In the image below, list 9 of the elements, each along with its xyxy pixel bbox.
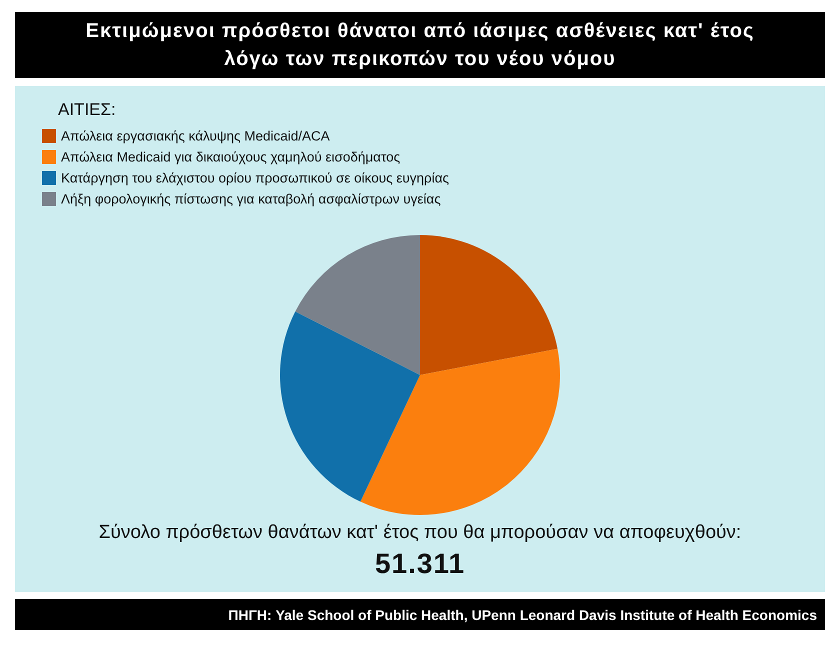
legend-label: Απώλεια εργασιακής κάλυψης Medicaid/ACA [61,128,330,144]
text: ΠΗΓΗ: Yale School of Public Health, UPenn Leonard Davis Institute of Health Economics [15,599,825,630]
text: Σύνολο πρόσθετων θανάτων κατ' έτος που θα μπορούσαν να αποφευχθούν: [98,522,742,544]
legend-title: ΑΙΤΙΕΣ: [58,100,116,119]
legend-label: Απώλεια Medicaid για δικαιούχους χαμηλού εισοδήματος [61,150,401,164]
legend-label: Κατάργηση του ελάχιστου ορίου προσωπικού σε οίκους ευγηρίας [61,170,450,186]
legend-label: Λήξη φορολογικής πίστωσης για καταβολή ασφαλίστρων υγείας [61,192,442,206]
chart-title: Εκτιμώμενοι πρόσθετοι θάνατοι από ιάσιμες ασθένειες κατ' έτος λόγω των περικοπών του νέου νόμου [15,12,825,78]
text: 51.311 [374,548,466,580]
